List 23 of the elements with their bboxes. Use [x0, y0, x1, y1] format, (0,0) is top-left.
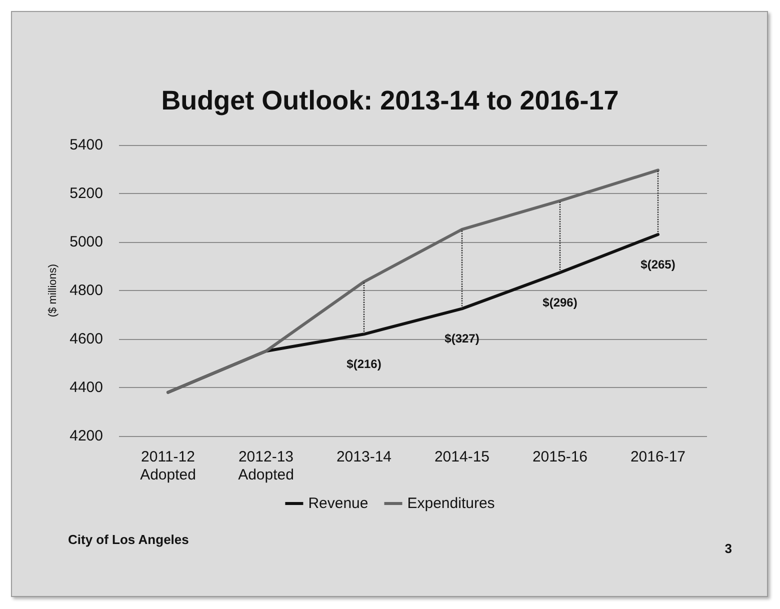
x-tick-label: 2015-16 [532, 448, 588, 466]
y-tick-label: 4200 [70, 428, 103, 444]
annotation: $(265) [640, 257, 676, 272]
annotation: $(216) [346, 357, 382, 372]
text: 3 [724, 541, 732, 556]
y-tick-label: 5000 [70, 234, 103, 250]
y-tick-label: 4800 [70, 282, 103, 299]
x-tick-label: 2014-15 [434, 448, 490, 466]
chart-title: Budget Outlook: 2013-14 to 2016-17 [161, 86, 619, 116]
legend-label: Expenditures [407, 495, 495, 512]
y-tick-label: 5200 [70, 185, 103, 202]
x-tick-label: 2013-14 [336, 448, 392, 466]
annotation: $(327) [444, 332, 480, 346]
y-axis-title: ($ millions) [47, 264, 60, 318]
y-tick-label: 4600 [70, 330, 103, 348]
annotation: $(296) [542, 296, 578, 310]
y-tick-label: 4400 [70, 379, 103, 396]
x-tick-label: 2011-12 Adopted [140, 448, 196, 484]
text: City of Los Angeles [68, 532, 189, 547]
legend-label: Revenue [308, 495, 368, 512]
x-tick-label: 2016-17 [630, 448, 686, 466]
x-tick-label: 2012-13 Adopted [238, 448, 294, 484]
y-tick-label: 5400 [70, 136, 103, 154]
